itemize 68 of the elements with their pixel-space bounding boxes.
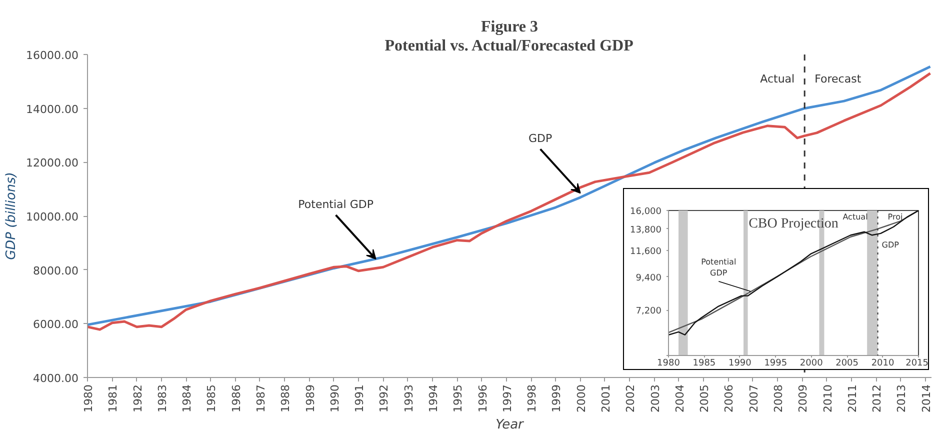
- x-tick-label: 2005: [698, 384, 712, 412]
- x-tick-label: 1985: [692, 358, 716, 368]
- x-tick-label: 2014: [920, 384, 933, 412]
- x-tick-label: 2004: [673, 384, 686, 412]
- annotation: Actual: [842, 212, 868, 222]
- chart-subtitle: Potential vs. Actual/Forecasted GDP: [384, 38, 634, 54]
- x-tick-label: 1982: [131, 384, 144, 412]
- x-tick-label: 2009: [796, 384, 810, 412]
- x-tick-label: 2001: [599, 384, 612, 412]
- x-tick-label: 1990: [328, 384, 342, 412]
- annotation: GDP: [882, 240, 900, 250]
- annotation: Actual: [760, 72, 795, 86]
- chart-title: Figure 3: [480, 18, 538, 36]
- x-tick-label: 2002: [624, 384, 638, 412]
- annotation: Potential GDP: [298, 198, 374, 212]
- y-tick-label: 11,600: [630, 247, 662, 258]
- x-tick-label: 1991: [353, 384, 366, 412]
- x-tick-label: 1996: [476, 384, 490, 412]
- x-tick-label: 1985: [205, 384, 218, 412]
- x-tick-label: 1995: [764, 358, 788, 368]
- x-tick-label: 2011: [846, 384, 859, 412]
- x-tick-label: 1986: [230, 384, 243, 412]
- x-tick-label: 1997: [500, 384, 514, 412]
- x-tick-label: 1983: [156, 384, 169, 412]
- y-tick-label: 4000.00: [33, 372, 79, 385]
- y-tick-label: 7,200: [636, 306, 662, 317]
- y-tick-label: 13,800: [630, 225, 662, 236]
- x-tick-label: 1980: [657, 358, 680, 368]
- x-tick-label: 1981: [106, 384, 120, 412]
- y-tick-label: 12000.00: [26, 156, 79, 170]
- x-tick-label: 2000: [800, 358, 824, 368]
- x-tick-label: 1987: [254, 384, 268, 412]
- x-tick-label: 2007: [747, 384, 760, 412]
- x-tick-label: 2010: [821, 384, 834, 412]
- x-axis-title: Year: [496, 417, 526, 432]
- y-axis-title: GDP (billions): [4, 172, 20, 260]
- x-tick-label: 1989: [304, 384, 317, 412]
- y-tick-label: 6000.00: [33, 318, 79, 332]
- x-tick-label: 2003: [648, 384, 662, 412]
- y-tick-label: 14000.00: [26, 102, 79, 116]
- annotation: CBO Projection: [748, 216, 838, 232]
- x-tick-label: 1984: [180, 384, 194, 412]
- x-tick-label: 2012: [870, 384, 884, 412]
- annotation: Proj.: [888, 212, 906, 222]
- x-tick-label: 1992: [378, 384, 391, 412]
- annotation: Potential GDP: [701, 258, 736, 278]
- x-tick-label: 2005: [836, 358, 859, 368]
- x-tick-label: 1995: [452, 384, 465, 412]
- x-tick-label: 1990: [728, 358, 752, 368]
- y-tick-label: 16,000: [630, 207, 662, 217]
- x-tick-label: 2010: [871, 358, 895, 368]
- annotation: GDP: [528, 132, 553, 146]
- x-tick-label: 1993: [402, 384, 416, 412]
- x-tick-label: 2006: [722, 384, 736, 412]
- y-tick-label: 10000.00: [26, 210, 79, 224]
- annotation: Forecast: [814, 72, 862, 86]
- x-tick-label: 2000: [574, 384, 588, 412]
- x-tick-label: 1988: [279, 384, 292, 412]
- x-tick-label: 1994: [426, 384, 440, 412]
- x-tick-label: 1999: [550, 384, 564, 412]
- x-tick-label: 2013: [895, 384, 908, 412]
- x-tick-label: 2008: [772, 384, 785, 412]
- x-tick-label: 1980: [82, 384, 95, 412]
- x-tick-label: 2015: [906, 358, 928, 368]
- y-tick-label: 8000.00: [33, 264, 79, 278]
- y-tick-label: 16000.00: [26, 49, 79, 62]
- x-tick-label: 1998: [526, 384, 539, 412]
- y-tick-label: 9,400: [636, 273, 662, 284]
